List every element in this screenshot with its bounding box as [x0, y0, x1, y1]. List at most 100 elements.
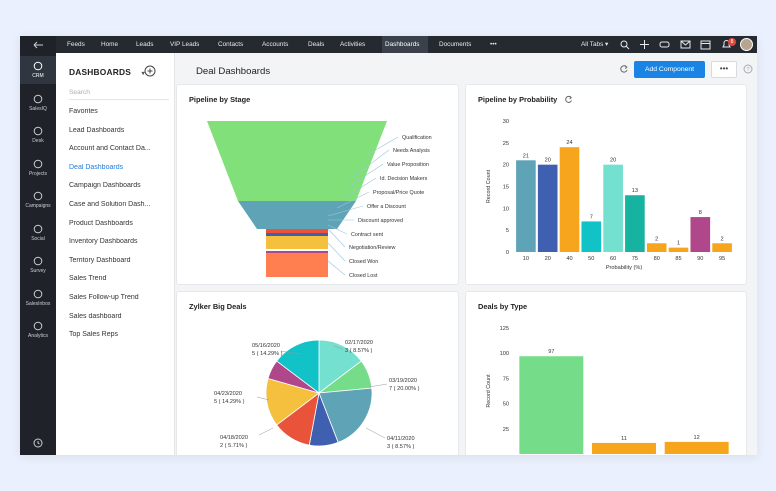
funnel-segment[interactable] [238, 201, 356, 229]
rail-item-crm[interactable]: CRM [20, 56, 56, 84]
history-icon[interactable] [20, 436, 56, 450]
all-tabs-dropdown[interactable]: All Tabs ▾ [581, 41, 609, 48]
notification-badge: 8 [728, 38, 736, 46]
sidebar-item-sales-follow-up-trend[interactable]: Sales Follow-up Trend [69, 294, 139, 301]
bar[interactable] [646, 243, 667, 252]
add-icon[interactable] [639, 39, 650, 50]
deals-by-type-card: Deals by Type 25 50 75 100 125 Record Count 97… [465, 291, 747, 455]
refresh-icon[interactable] [619, 64, 629, 74]
chevron-down-icon[interactable]: ▾ [141, 71, 145, 77]
nav-tab-home[interactable]: Home [101, 41, 119, 48]
sidebar-item-account-and-contact-da[interactable]: Account and Contact Da... [69, 145, 151, 153]
avatar[interactable] [740, 38, 753, 51]
rail-item-label: SalesIQ [29, 105, 47, 112]
search-input[interactable]: Search [69, 86, 169, 100]
crm-icon [33, 61, 43, 71]
bar[interactable] [592, 442, 656, 454]
sidebar-item-top-sales-reps[interactable]: Top Sales Reps [69, 331, 119, 339]
salesiq-icon [33, 94, 43, 103]
bar[interactable] [581, 221, 602, 252]
pie-label-date: 05/16/2020 [252, 343, 280, 349]
funnel-leader-line [327, 224, 348, 235]
funnel-segment[interactable] [266, 229, 328, 233]
bar[interactable] [537, 164, 558, 252]
sidebar-item-sales-trend[interactable]: Sales Trend [69, 275, 107, 283]
data-label: 8 [699, 210, 702, 216]
funnel-segment[interactable] [266, 251, 328, 253]
refresh-chart-icon[interactable] [564, 95, 573, 104]
sidebar-item-case-and-solution-dash[interactable]: Case and Solution Dash... [69, 201, 151, 208]
bar[interactable] [559, 147, 580, 252]
sidebar-item-product-dashboards[interactable]: Product Dashboards [69, 219, 133, 227]
nav-tab-accounts[interactable]: Accounts [262, 41, 289, 48]
rail-item-projects[interactable]: Projects [20, 154, 56, 180]
rail-item-analytics[interactable]: Analytics [20, 316, 56, 342]
sidebar-item-deal-dashboards[interactable]: Deal Dashboards [69, 163, 124, 171]
nav-tab-more[interactable]: ••• [490, 41, 497, 48]
nav-tab-feeds[interactable]: Feeds [67, 41, 85, 48]
collapse-icon[interactable] [20, 38, 56, 52]
rail-item-survey[interactable]: Survey [20, 251, 56, 277]
gamepad-icon[interactable] [659, 39, 670, 50]
sidebar-item-favorites[interactable]: Favorites [69, 108, 98, 115]
x-tick-label: 60 [610, 256, 616, 262]
add-dashboard-icon[interactable] [144, 65, 156, 77]
pie-leader-line [333, 345, 344, 350]
data-label: 7 [590, 214, 593, 220]
sidebar-item-inventory-dashboards[interactable]: Inventory Dashboards [69, 238, 138, 246]
card-title: Zylker Big Deals [189, 302, 247, 311]
nav-tab-documents[interactable]: Documents [439, 41, 472, 48]
funnel-segment[interactable] [266, 253, 328, 277]
funnel-leader-line [366, 136, 399, 156]
rail-item-desk[interactable]: Desk [20, 121, 56, 147]
pie-slice[interactable] [318, 387, 373, 443]
add-component-button[interactable]: Add Component [634, 61, 705, 78]
y-tick-label: 0 [506, 250, 509, 256]
funnel-segment[interactable] [266, 233, 328, 236]
pie-slice[interactable] [318, 339, 362, 394]
bar[interactable] [668, 247, 689, 252]
bar[interactable] [519, 356, 584, 454]
bar[interactable] [516, 160, 536, 252]
funnel-stage-label: Offer a Discount [367, 204, 406, 210]
pie-slice[interactable] [265, 377, 320, 426]
rail-item-campaigns[interactable]: Campaigns [20, 186, 56, 212]
funnel-stage-label: Closed Won [349, 259, 378, 265]
nav-tab-vip-leads[interactable]: VIP Leads [170, 41, 200, 48]
help-icon[interactable]: ? [743, 64, 753, 74]
rail-item-salesinbox[interactable]: SalesInbox [20, 284, 56, 310]
bar[interactable] [712, 243, 732, 252]
more-options-button[interactable]: ••• [711, 61, 737, 78]
sidebar-item-lead-dashboards[interactable]: Lead Dashboards [69, 126, 125, 134]
nav-tab-contacts[interactable]: Contacts [218, 41, 244, 48]
funnel-stage-label: Needs Analysis [393, 148, 430, 154]
sidebar-item-campaign-dashboards[interactable]: Campaign Dashboards [69, 182, 141, 190]
y-tick-label: 20 [503, 163, 509, 169]
funnel-segment[interactable] [266, 236, 328, 249]
rail-item-social[interactable]: Social [20, 219, 56, 245]
funnel-segment[interactable] [207, 121, 387, 201]
calendar-icon[interactable] [700, 39, 711, 50]
funnel-stage-label: Negotiation/Review [349, 245, 396, 251]
bar[interactable] [603, 164, 623, 252]
sidebar-item-sales-dashboard[interactable]: Sales dashboard [69, 312, 122, 320]
pie-label-value: 3 ( 8.57% ) [345, 348, 372, 354]
bar[interactable] [625, 195, 645, 252]
funnel-leader-line [336, 191, 370, 209]
sidebar-item-territory-dashboard[interactable]: Territory Dashboard [69, 256, 131, 264]
bar[interactable] [664, 441, 729, 454]
data-label: 2 [721, 236, 724, 242]
nav-tab-deals[interactable]: Deals [308, 41, 325, 48]
rail-item-label: Campaigns [25, 203, 51, 209]
nav-tab-activities[interactable]: Activities [340, 41, 366, 48]
rail-item-salesiq[interactable]: SalesIQ [20, 89, 56, 115]
zylker-big-deals-card: Zylker Big Deals 05/16/2020 5 ( 14.29% ) 0… [176, 291, 459, 455]
y-tick-label: 15 [503, 185, 509, 191]
nav-tab-leads[interactable]: Leads [136, 41, 154, 48]
search-icon[interactable] [619, 39, 630, 50]
bar[interactable] [690, 217, 711, 252]
mail-icon[interactable] [680, 39, 691, 50]
nav-tab-dashboards[interactable]: Dashboards [385, 41, 420, 48]
pie-slice[interactable] [276, 339, 320, 394]
